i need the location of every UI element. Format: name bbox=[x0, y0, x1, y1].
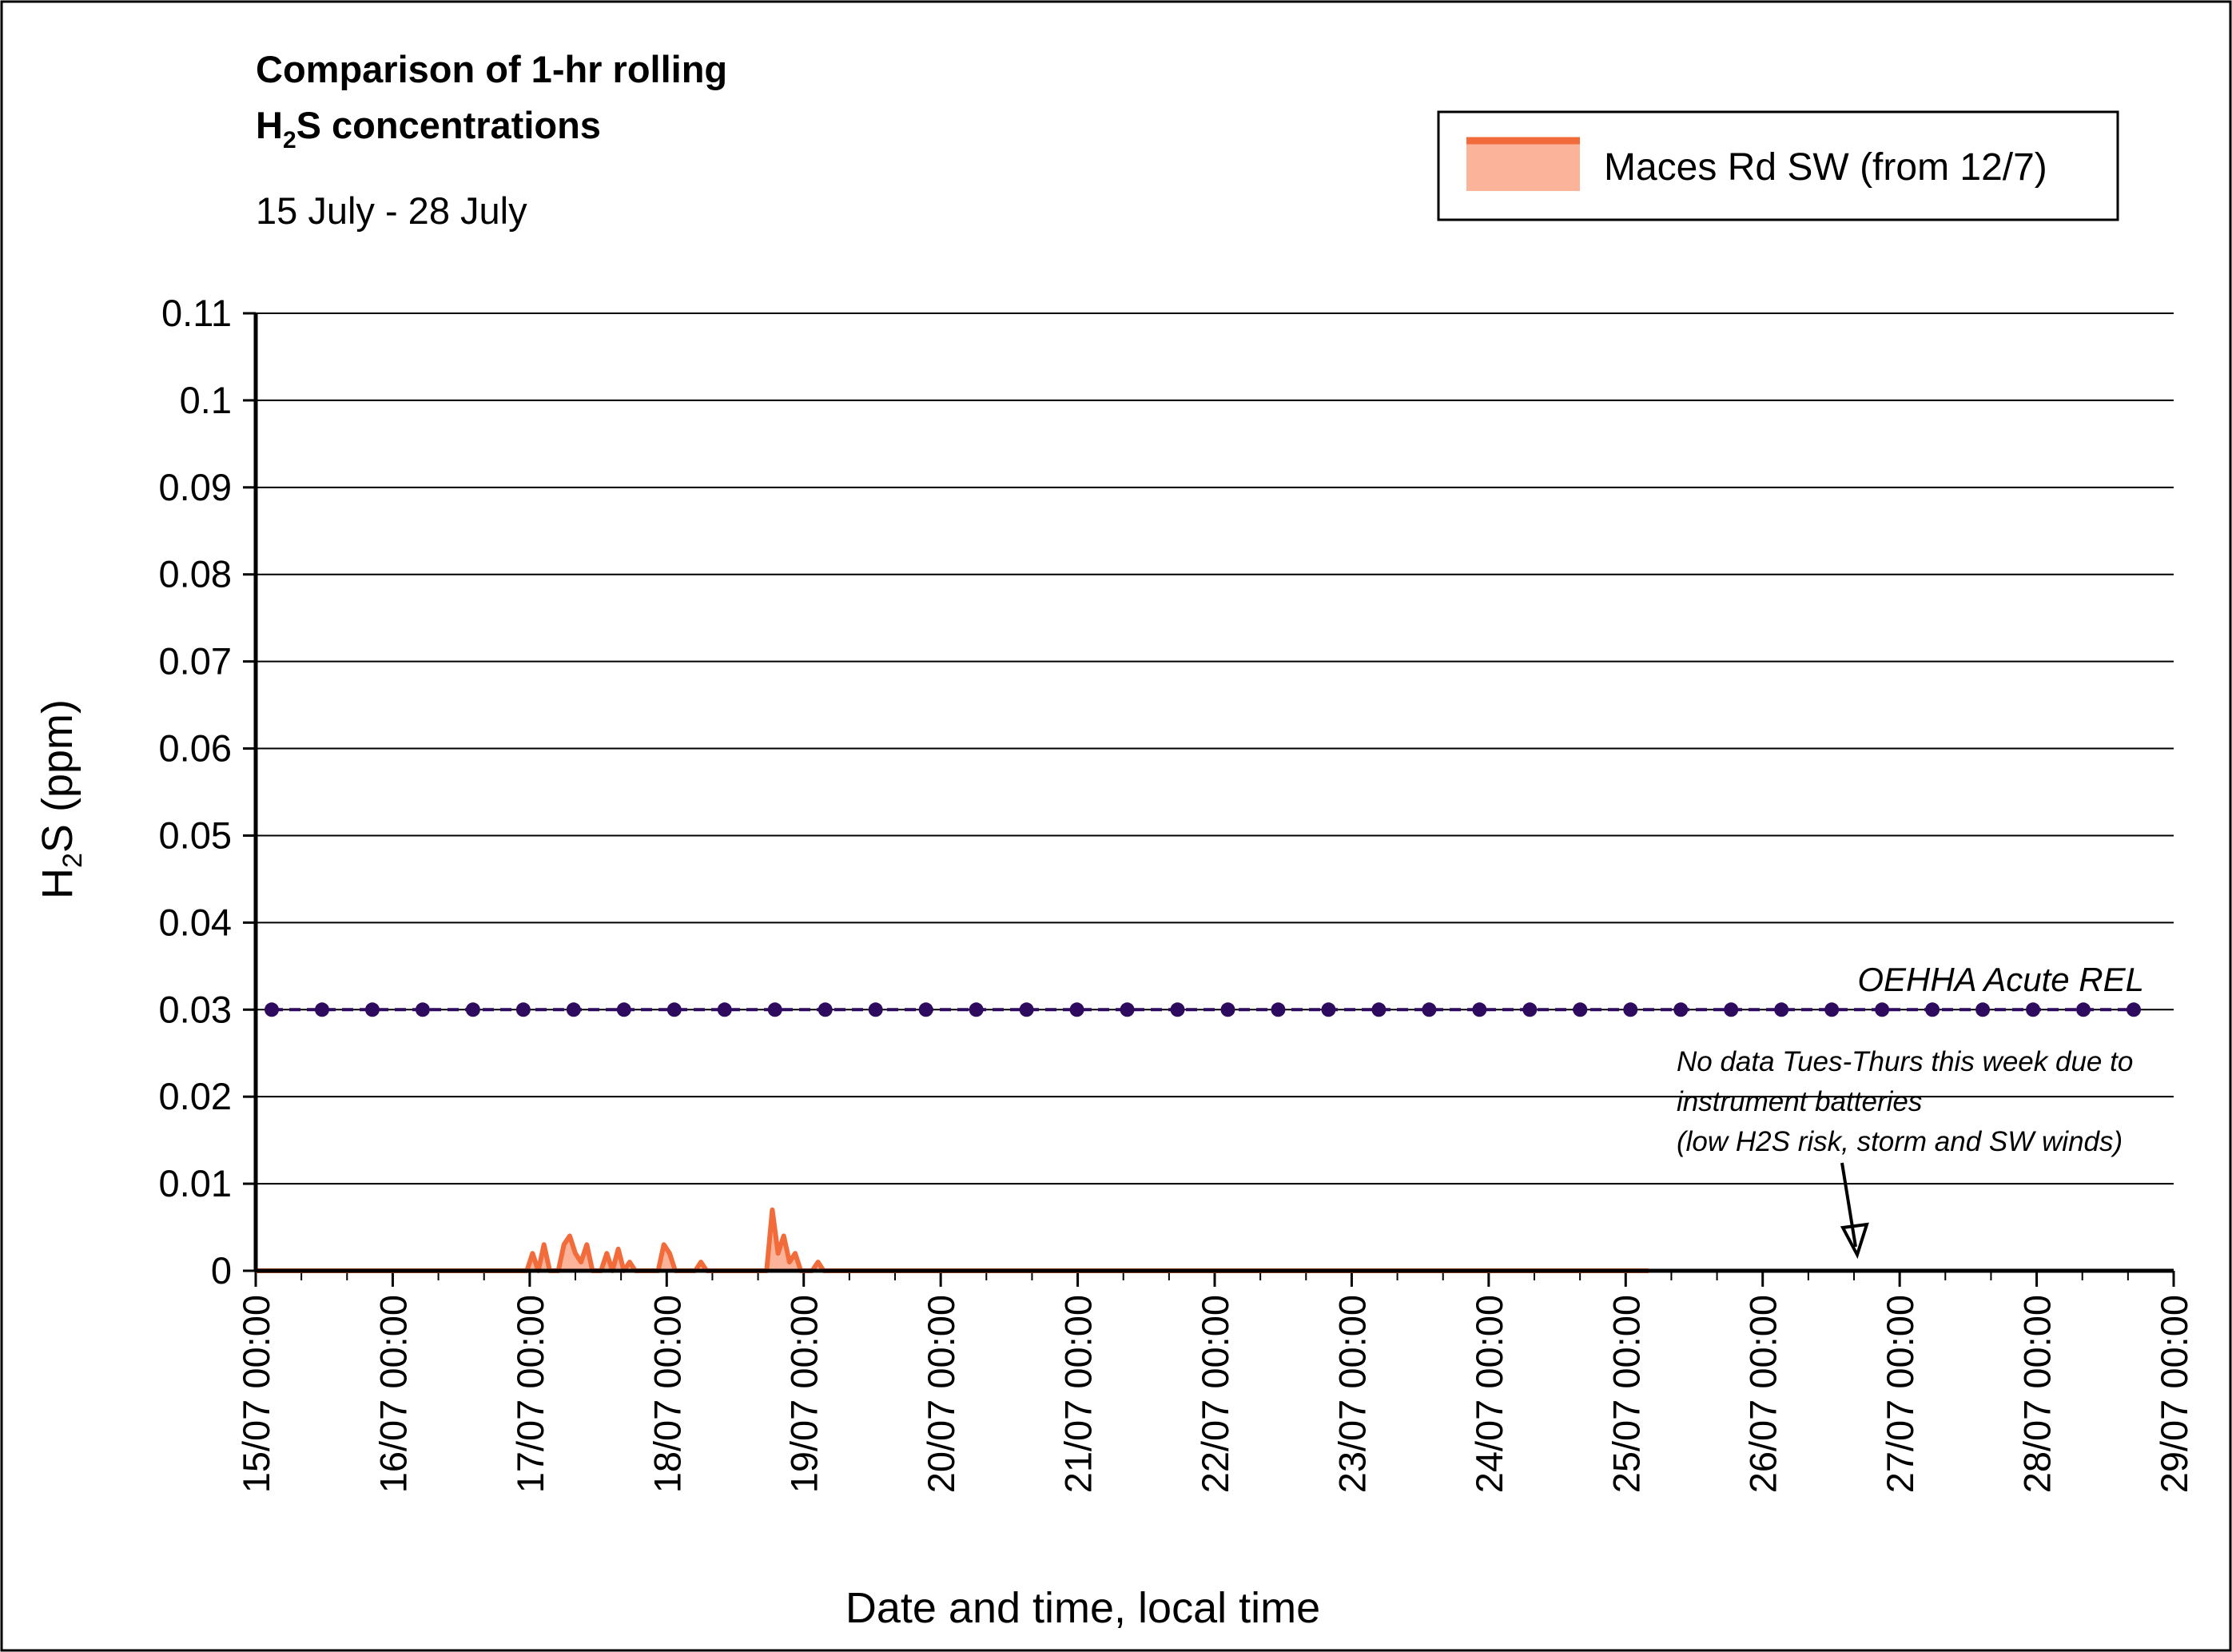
rel-marker-19 bbox=[1220, 1002, 1235, 1017]
chart-title-line1: Comparison of 1-hr rolling bbox=[256, 48, 727, 90]
rel-marker-36 bbox=[2076, 1002, 2091, 1017]
rel-marker-18 bbox=[1170, 1002, 1185, 1017]
rel-marker-25 bbox=[1522, 1002, 1538, 1017]
y-tick-label-10: 0.1 bbox=[180, 379, 232, 421]
ylabel-suffix: S (ppm) bbox=[34, 699, 82, 853]
rel-marker-9 bbox=[717, 1002, 732, 1017]
rel-marker-28 bbox=[1673, 1002, 1689, 1017]
x-tick-label-9: 24/07 00:00 bbox=[1468, 1295, 1510, 1493]
rel-marker-30 bbox=[1774, 1002, 1789, 1017]
x-tick-label-10: 25/07 00:00 bbox=[1605, 1295, 1647, 1493]
rel-marker-27 bbox=[1623, 1002, 1638, 1017]
rel-marker-3 bbox=[415, 1002, 430, 1017]
rel-marker-33 bbox=[1925, 1002, 1940, 1017]
rel-marker-1 bbox=[314, 1002, 329, 1017]
x-tick-label-2: 17/07 00:00 bbox=[509, 1295, 551, 1493]
x-tick-label-14: 29/07 00:00 bbox=[2153, 1295, 2195, 1493]
x-tick-label-5: 20/07 00:00 bbox=[920, 1295, 962, 1493]
y-tick-label-11: 0.11 bbox=[161, 292, 232, 334]
chart-subtitle: 15 July - 28 July bbox=[256, 189, 527, 232]
no-data-line-1: No data Tues-Thurs this week due to bbox=[1677, 1046, 2133, 1077]
no-data-line-3: (low H2S risk, storm and SW winds) bbox=[1677, 1126, 2123, 1157]
legend-label: Maces Rd SW (from 12/7) bbox=[1604, 146, 2047, 189]
rel-marker-10 bbox=[767, 1002, 782, 1017]
rel-marker-26 bbox=[1573, 1002, 1588, 1017]
x-tick-label-8: 23/07 00:00 bbox=[1331, 1295, 1373, 1493]
rel-marker-34 bbox=[1975, 1002, 1991, 1017]
x-tick-label-11: 26/07 00:00 bbox=[1742, 1295, 1784, 1493]
y-tick-label-7: 0.07 bbox=[159, 640, 232, 683]
y-tick-label-6: 0.06 bbox=[159, 727, 232, 770]
rel-marker-24 bbox=[1472, 1002, 1487, 1017]
rel-annotation: OEHHA Acute REL bbox=[1857, 961, 2144, 998]
ylabel-sub-2: 2 bbox=[58, 853, 88, 868]
gridlines bbox=[243, 312, 2175, 1287]
rel-marker-23 bbox=[1422, 1002, 1437, 1017]
y-tick-label-2: 0.02 bbox=[159, 1075, 232, 1117]
no-data-arrow bbox=[1840, 1162, 1857, 1248]
rel-line-group bbox=[265, 1002, 2141, 1017]
no-data-arrowhead bbox=[1840, 1222, 1869, 1260]
x-tick-label-1: 16/07 00:00 bbox=[372, 1295, 414, 1493]
rel-marker-35 bbox=[2026, 1002, 2041, 1017]
axes bbox=[253, 313, 2174, 1273]
x-tick-label-13: 28/07 00:00 bbox=[2016, 1295, 2059, 1493]
rel-marker-12 bbox=[868, 1002, 883, 1017]
rel-marker-13 bbox=[918, 1002, 933, 1017]
y-tick-label-3: 0.03 bbox=[159, 988, 232, 1030]
x-tick-label-6: 21/07 00:00 bbox=[1057, 1295, 1100, 1493]
x-tick-label-12: 27/07 00:00 bbox=[1879, 1295, 1921, 1493]
y-tick-label-9: 0.09 bbox=[159, 466, 232, 508]
x-axis-label: Date and time, local time bbox=[845, 1584, 1320, 1632]
x-tick-label-3: 18/07 00:00 bbox=[646, 1295, 688, 1493]
no-data-annotation: No data Tues-Thurs this week due to inst… bbox=[1677, 1046, 2133, 1260]
x-tick-label-0: 15/07 00:00 bbox=[235, 1295, 277, 1493]
rel-marker-8 bbox=[666, 1002, 682, 1017]
rel-marker-17 bbox=[1120, 1002, 1135, 1017]
rel-marker-22 bbox=[1371, 1002, 1387, 1017]
legend: Maces Rd SW (from 12/7) bbox=[1437, 110, 2119, 221]
rel-marker-7 bbox=[616, 1002, 631, 1017]
y-tick-label-5: 0.05 bbox=[159, 814, 232, 856]
rel-marker-31 bbox=[1824, 1002, 1840, 1017]
y-axis-label: H2S (ppm) bbox=[34, 699, 88, 899]
title-h: H bbox=[256, 104, 283, 146]
y-tick-label-8: 0.08 bbox=[159, 553, 232, 595]
rel-marker-5 bbox=[515, 1002, 531, 1017]
rel-marker-14 bbox=[969, 1002, 984, 1017]
no-data-line-2: instrument batteries bbox=[1677, 1086, 1922, 1117]
rel-marker-29 bbox=[1724, 1002, 1739, 1017]
title-suffix: S concentrations bbox=[296, 104, 601, 146]
rel-marker-37 bbox=[2127, 1002, 2141, 1017]
y-tick-labels: 0 0.01 0.02 0.03 0.04 0.05 0.06 0.07 0.08 0.09 0.1… bbox=[159, 292, 232, 1292]
x-tick-label-7: 22/07 00:00 bbox=[1194, 1295, 1236, 1493]
rel-marker-20 bbox=[1271, 1002, 1286, 1017]
x-tick-labels: 15/07 00:00 16/07 00:00 17/07 00:00 18/07 0… bbox=[235, 1295, 2195, 1493]
ylabel-h: H bbox=[34, 868, 82, 899]
rel-marker-0 bbox=[265, 1002, 279, 1017]
chart-title-line2: H2S concentrations bbox=[256, 104, 601, 153]
rel-marker-2 bbox=[364, 1002, 380, 1017]
rel-marker-15 bbox=[1019, 1002, 1034, 1017]
y-tick-label-0: 0 bbox=[211, 1249, 232, 1292]
rel-marker-11 bbox=[818, 1002, 833, 1017]
y-tick-label-1: 0.01 bbox=[159, 1162, 232, 1204]
legend-swatch-fill bbox=[1466, 141, 1580, 191]
title-sub-2: 2 bbox=[283, 127, 296, 153]
x-tick-label-4: 19/07 00:00 bbox=[783, 1295, 826, 1493]
rel-marker-4 bbox=[465, 1002, 480, 1017]
y-tick-label-4: 0.04 bbox=[159, 901, 232, 943]
rel-marker-6 bbox=[566, 1002, 581, 1017]
rel-marker-32 bbox=[1875, 1002, 1890, 1017]
rel-marker-21 bbox=[1321, 1002, 1336, 1017]
rel-marker-16 bbox=[1069, 1002, 1084, 1017]
